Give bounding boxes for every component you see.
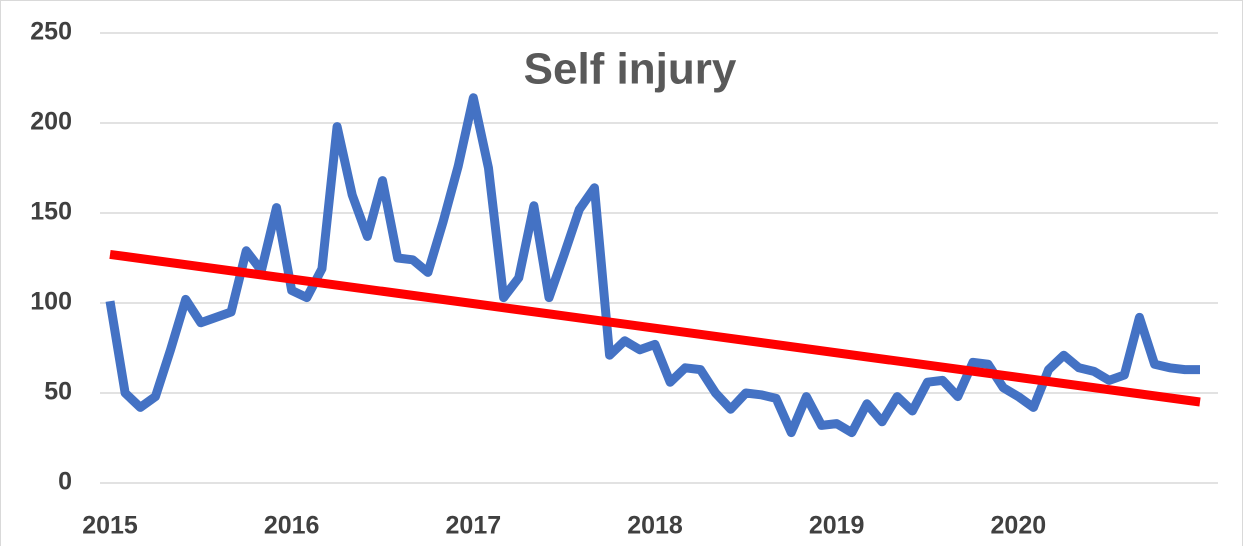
y-tick-label: 50 [44, 378, 72, 406]
x-tick-label: 2017 [446, 512, 502, 540]
x-tick-label: 2020 [991, 512, 1047, 540]
trend-line [109, 249, 1201, 407]
x-tick-label: 2019 [809, 512, 865, 540]
y-tick-label: 250 [30, 18, 72, 46]
x-tick-label: 2015 [82, 512, 138, 540]
y-tick-label: 150 [30, 198, 72, 226]
grid [100, 32, 1218, 484]
y-tick-label: 0 [58, 468, 72, 496]
y-tick-label: 200 [30, 108, 72, 136]
data-line [105, 93, 1200, 438]
x-tick-label: 2016 [264, 512, 320, 540]
y-tick-label: 100 [30, 288, 72, 316]
chart-title: Self injury [524, 45, 737, 94]
x-tick-label: 2018 [627, 512, 683, 540]
